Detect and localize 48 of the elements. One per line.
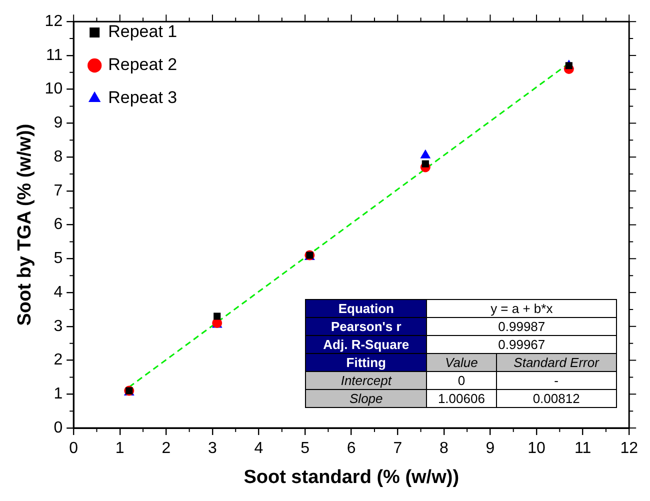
y-tick-label: 8 — [54, 148, 63, 166]
x-tick-label: 4 — [254, 440, 264, 458]
point — [422, 160, 429, 168]
annotation: Slope — [306, 390, 427, 408]
x-axis-title: Soot standard (% (w/w)) — [244, 466, 460, 488]
y-tick-label: 1 — [54, 386, 63, 403]
annotation: 0.00812 — [496, 390, 616, 408]
y-tick-label: 0 — [54, 419, 63, 436]
x-tick-label: 6 — [346, 440, 356, 458]
y-axis-title: Soot by TGA (% (w/w)) — [14, 124, 36, 326]
x-tick-label: 5 — [300, 440, 310, 458]
annotation: Standard Error — [496, 354, 616, 372]
y-tick-label: 5 — [54, 250, 63, 268]
x-tick-label: 3 — [208, 440, 218, 458]
y-tick-label: 7 — [54, 182, 63, 200]
legend-label: Repeat 2 — [108, 55, 178, 74]
annotation: Value — [426, 354, 496, 372]
y-tick-label: 12 — [44, 13, 63, 30]
y-tick-label: 3 — [54, 318, 63, 335]
x-tick-label: 8 — [439, 440, 448, 458]
annotation: 1.00606 — [426, 390, 496, 408]
annotation: - — [496, 372, 616, 390]
x-tick-label: 12 — [620, 440, 638, 458]
annotation: Adj. R-Square — [306, 336, 427, 354]
y-tick-label: 6 — [54, 216, 63, 234]
annotation: 0.99987 — [426, 318, 616, 336]
y-tick-label: 4 — [54, 284, 63, 301]
annotation: 0 — [426, 372, 496, 390]
annotation: Intercept — [306, 372, 427, 390]
annotation: 0.99967 — [426, 336, 616, 354]
x-tick-label: 10 — [528, 440, 546, 458]
x-tick-label: 2 — [162, 440, 171, 458]
x-tick-label: 7 — [393, 440, 402, 458]
x-tick-label: 11 — [574, 440, 592, 458]
annotation: Equation — [306, 300, 427, 318]
x-tick-label: 9 — [486, 440, 495, 458]
legend-label: Repeat 3 — [108, 88, 178, 108]
x-tick-label: 1 — [115, 440, 124, 458]
x-tick-label: 0 — [69, 440, 78, 458]
y-tick-label: 11 — [46, 46, 63, 64]
annotation: Pearson's r — [306, 318, 427, 336]
annotation: y = a + b*x — [426, 300, 616, 318]
y-tick-label: 9 — [54, 114, 63, 132]
legend-label: Repeat 1 — [108, 22, 178, 42]
annotation: Fitting — [306, 354, 427, 372]
point — [214, 312, 221, 320]
y-tick-label: 2 — [54, 352, 63, 369]
y-tick-label: 10 — [44, 80, 63, 98]
